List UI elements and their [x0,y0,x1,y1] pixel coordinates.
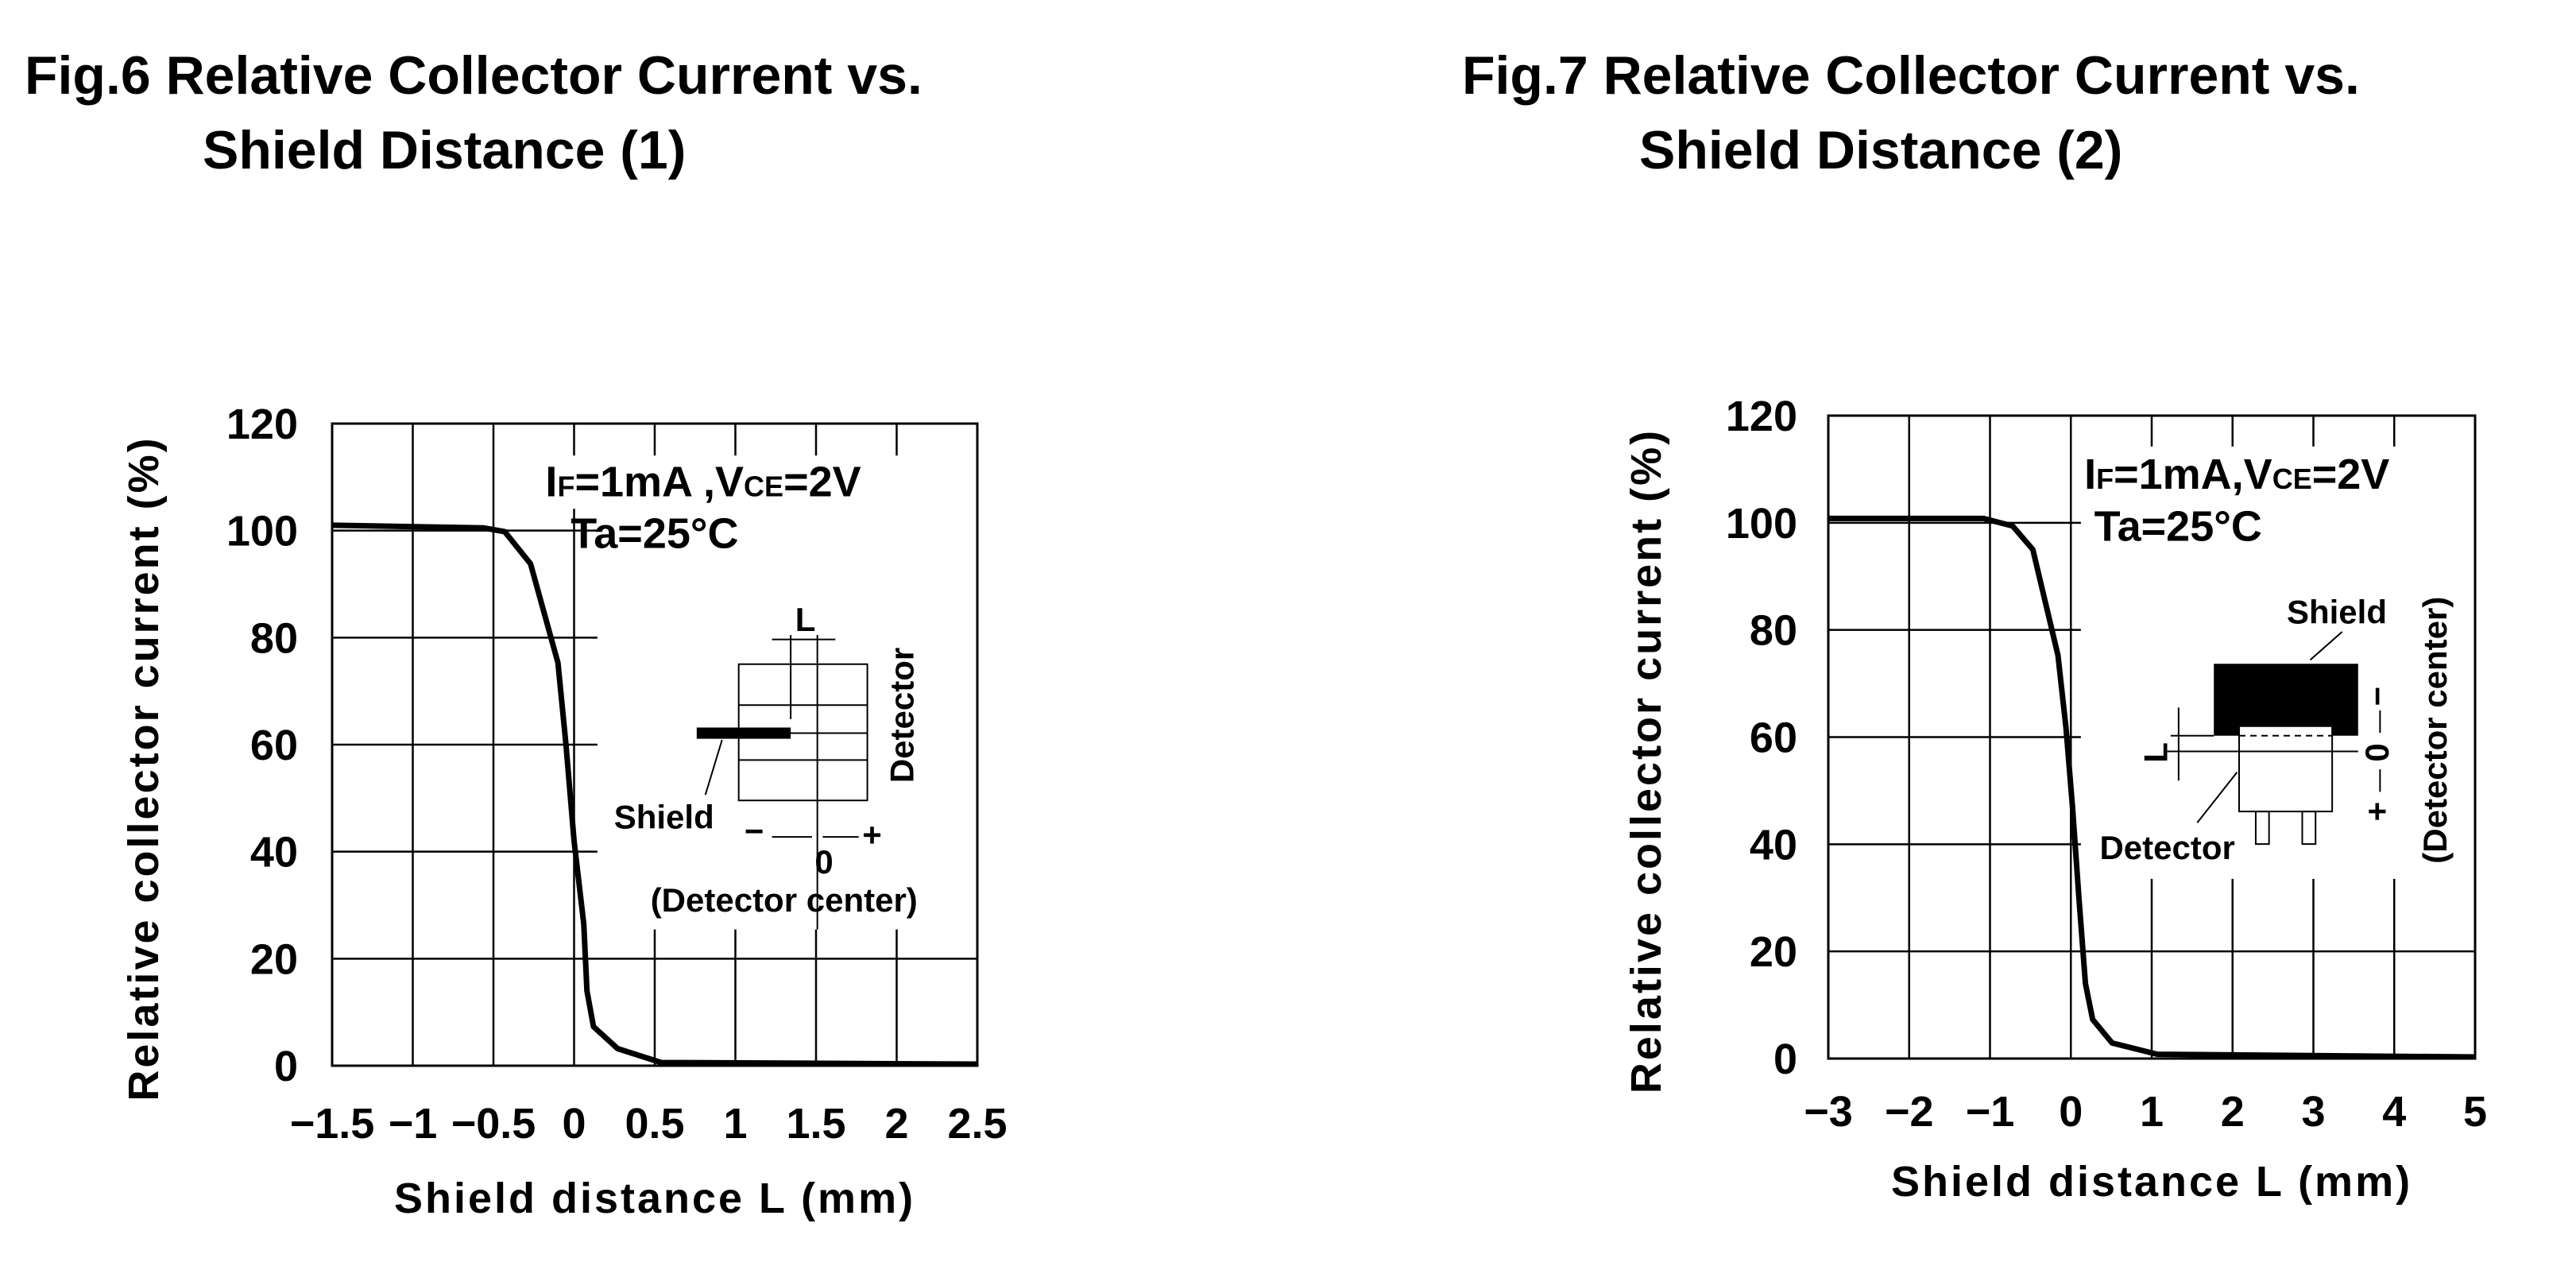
condition-if-vce: IF=1mA,VCE=2V [2084,451,2389,498]
inset-shield-label: Shield [614,798,714,835]
x-tick-label: −1.5 [290,1100,375,1148]
fig7-chart: −3 −2 −1 0 1 2 3 4 5 0 20 40 60 80 100 120 IF=1mA,VCE=2… [1623,393,2487,1206]
x-tick-label: 2 [884,1100,908,1148]
y-tick-label: 60 [1750,714,1797,762]
inset-detector-center: (Detector center) [2416,597,2454,864]
y-tick-label: 40 [250,829,298,877]
inset-detector-center: (Detector center) [651,881,918,919]
shield-bar [696,727,791,739]
x-tick-label: 1 [723,1100,747,1148]
y-tick-label: 120 [226,401,298,448]
annotation-masks [542,455,977,930]
inset-detector-label: Detector [2099,829,2234,866]
y-tick-label: 0 [274,1043,298,1090]
detector-leg [2301,811,2317,846]
plot-frame [1827,414,2477,1060]
fig7-title-line1: Fig.7 Relative Collector Current vs. [1462,45,2360,106]
inset-zero: 0 [814,843,833,881]
x-tick-label: −0.5 [451,1100,536,1148]
x-axis-label: Shield distance L (mm) [394,1175,915,1222]
x-tick-label: 5 [2463,1088,2487,1136]
x-tick-label: 0 [2059,1088,2083,1136]
shield-block [2214,664,2358,736]
x-tick-label: 0.5 [625,1100,684,1148]
detector-body [2238,725,2334,813]
y-tick-label: 120 [1726,393,1797,440]
y-tick-label: 80 [1750,607,1797,655]
x-tick-label: 3 [2301,1088,2325,1136]
plot-frame [331,422,979,1067]
inset-plus: + [2358,802,2396,822]
x-tick-label: −2 [1885,1088,1934,1136]
inset-minus: − [2358,687,2396,706]
inset-l-label: L [795,601,816,638]
inset-l-label: L [2137,742,2175,763]
inset-diagram: L Shield Detector − 0 + (Detector center… [2099,593,2454,866]
x-tick-label: 1 [2140,1088,2164,1136]
y-tick-label: 40 [1750,821,1797,869]
x-tick-label: 0 [562,1100,586,1148]
tick-labels: −3 −2 −1 0 1 2 3 4 5 0 20 40 60 80 100 120 [1726,393,2487,1136]
y-tick-label: 80 [250,614,298,662]
inset-minus: − [745,812,764,850]
fig6-title-line2: Shield Distance (1) [203,120,686,180]
inset-plus: + [862,816,882,854]
inset-diagram: L Detector Shield − + 0 (Detector center… [614,601,920,930]
y-tick-label: 60 [250,722,298,769]
y-tick-label: 20 [250,935,298,983]
y-tick-label: 100 [1726,500,1797,548]
tick-labels: −1.5 −1 −0.5 0 0.5 1 1.5 2 2.5 0 20 40 60 80 100 120 [226,401,1008,1148]
y-tick-label: 20 [1750,928,1797,976]
fig6-chart: −1.5 −1 −0.5 0 0.5 1 1.5 2 2.5 0 20 40 60 80 100 120 IF… [120,401,1008,1222]
condition-ta: Ta=25°C [571,510,738,558]
x-axis-label: Shield distance L (mm) [1891,1158,2412,1206]
y-tick-label: 0 [1773,1036,1797,1083]
annotation-masks [2080,446,2475,879]
fig6-title-line1: Fig.6 Relative Collector Current vs. [25,45,922,106]
x-tick-label: −3 [1804,1088,1853,1136]
data-curve [1828,515,2476,1060]
detector-leg [2254,811,2270,846]
x-tick-label: −1 [389,1100,438,1148]
x-tick-label: −1 [1966,1088,2015,1136]
x-tick-label: 2.5 [947,1100,1007,1148]
x-tick-label: 4 [2382,1088,2406,1136]
condition-ta: Ta=25°C [2094,503,2262,551]
y-axis-label: Relative collector current (%) [120,436,168,1101]
y-axis-label: Relative collector current (%) [1623,428,1670,1094]
y-tick-label: 100 [226,508,298,556]
fig7-title-line2: Shield Distance (2) [1639,120,2122,180]
inset-zero: 0 [2358,743,2396,761]
inset-detector-label: Detector [883,648,920,783]
data-curve [331,522,978,1067]
inset-shield-label: Shield [2287,593,2387,630]
condition-if-vce: IF=1mA ,VCE=2V [545,459,861,506]
x-tick-label: 2 [2221,1088,2245,1136]
x-tick-label: 1.5 [786,1100,845,1148]
